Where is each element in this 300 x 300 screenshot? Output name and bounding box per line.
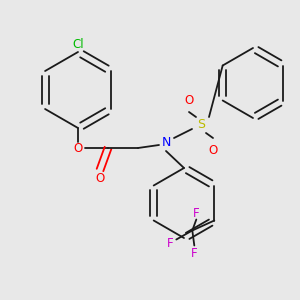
Text: Cl: Cl — [72, 38, 84, 50]
Text: F: F — [191, 247, 198, 260]
Text: O: O — [208, 143, 217, 157]
Text: S: S — [197, 118, 205, 131]
Text: O: O — [95, 172, 105, 184]
Text: O: O — [184, 94, 194, 106]
Text: F: F — [167, 237, 174, 250]
Text: N: N — [161, 136, 171, 149]
Text: F: F — [193, 207, 200, 220]
Text: O: O — [74, 142, 82, 154]
